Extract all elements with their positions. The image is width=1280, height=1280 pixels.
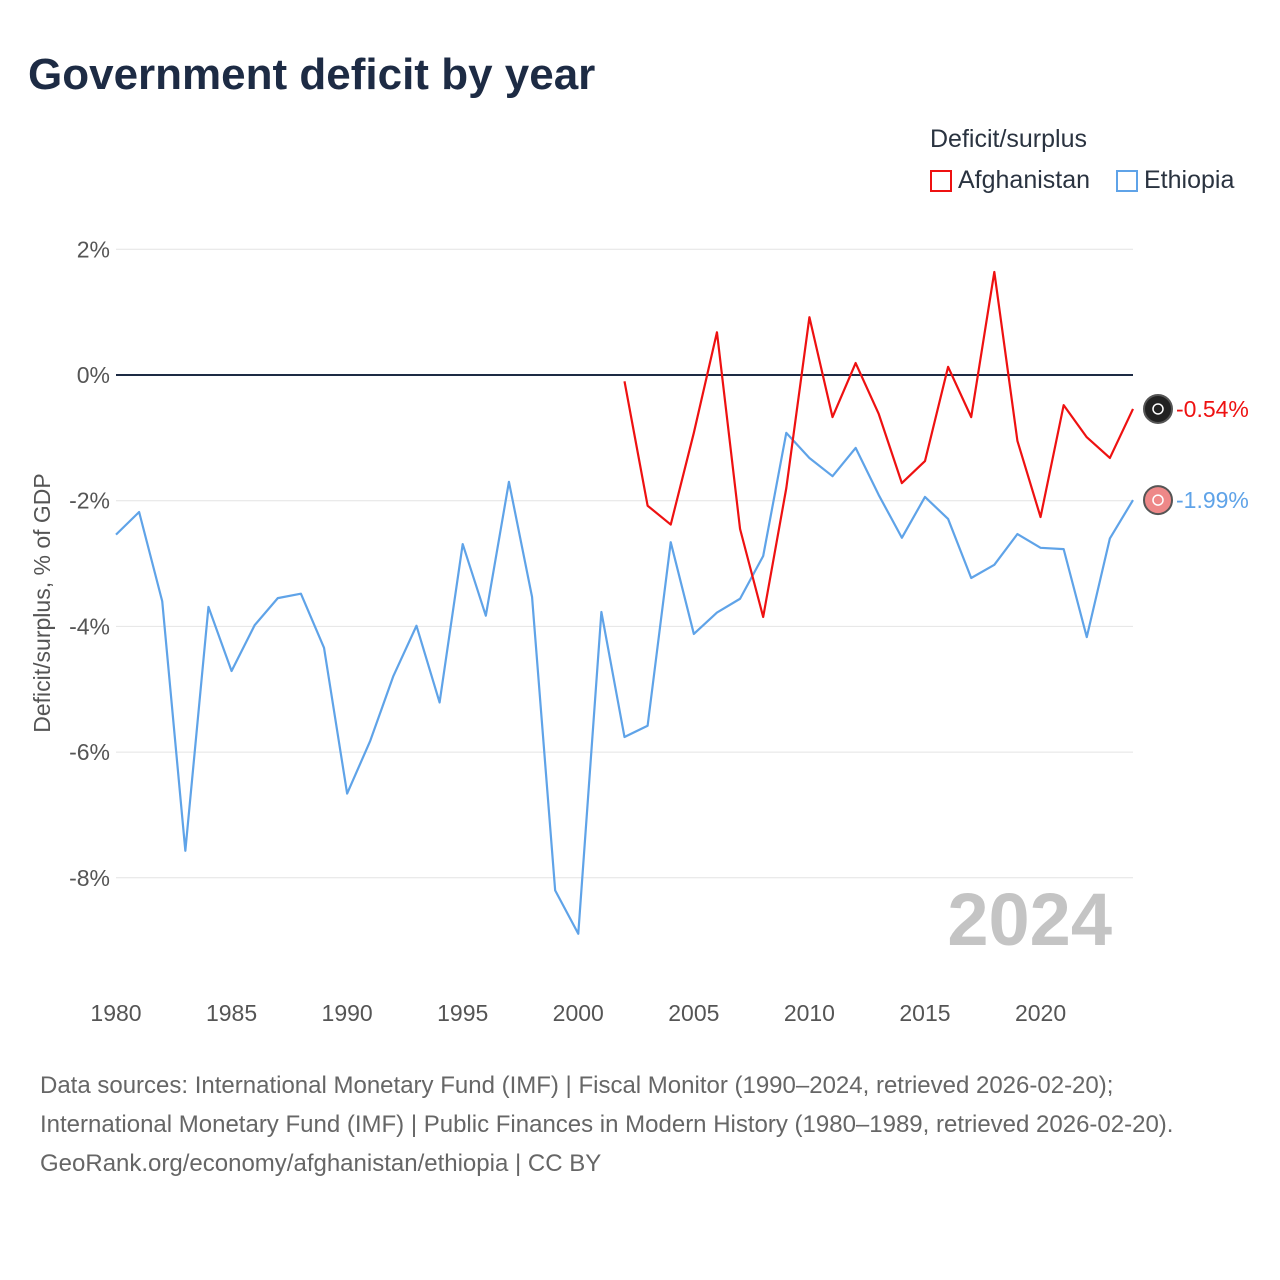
x-tick-label: 2020	[1015, 1000, 1066, 1026]
legend-label: Ethiopia	[1144, 166, 1235, 194]
flag-icon-afghanistan	[1143, 393, 1173, 424]
legend-title: Deficit/surplus	[930, 125, 1087, 153]
flag-emblem-icon	[1152, 403, 1164, 415]
y-tick-label: -4%	[69, 613, 110, 639]
x-tick-label: 1995	[437, 1000, 488, 1026]
end-value-label: -0.54%	[1176, 396, 1249, 422]
y-tick-label: -2%	[69, 488, 110, 514]
y-tick-label: -8%	[69, 865, 110, 891]
x-tick-label: 2010	[784, 1000, 835, 1026]
x-tick-label: 1990	[322, 1000, 373, 1026]
x-tick-label: 2000	[553, 1000, 604, 1026]
x-tick-label: 2015	[899, 1000, 950, 1026]
series-line-ethiopia	[115, 431, 1134, 935]
series-line-afghanistan	[623, 270, 1134, 619]
year-watermark: 2024	[947, 878, 1112, 961]
legend-swatch-afghanistan	[930, 169, 952, 192]
legend-item-ethiopia[interactable]: Ethiopia	[1116, 166, 1234, 195]
flag-icon-ethiopia	[1143, 485, 1173, 516]
chart-title: Government deficit by year	[28, 50, 596, 99]
y-tick-label: 0%	[77, 362, 110, 388]
x-tick-label: 1985	[206, 1000, 257, 1026]
x-tick-label: 2005	[668, 1000, 719, 1026]
footer: Data sources: International Monetary Fun…	[40, 1066, 1240, 1183]
x-tick-label: 1980	[90, 1000, 141, 1026]
plot-area: 2% 0% -2% -4% -6% -8% 1980 1985 1990 1995 2000 2005…	[29, 236, 1249, 1026]
data-sources: Data sources: International Monetary Fun…	[40, 1072, 1174, 1138]
flag-emblem-icon	[1152, 494, 1164, 506]
legend-label: Afghanistan	[958, 166, 1091, 194]
y-axis-label: Deficit/surplus, % of GDP	[29, 473, 55, 732]
y-tick-label: 2%	[77, 236, 110, 262]
legend-item-afghanistan[interactable]: Afghanistan	[930, 166, 1090, 195]
legend-swatch-ethiopia	[1116, 169, 1138, 192]
end-value-label: -1.99%	[1176, 487, 1249, 513]
y-tick-label: -6%	[69, 739, 110, 765]
credit-link[interactable]: GeoRank.org/economy/afghanistan/ethiopia…	[40, 1150, 602, 1177]
